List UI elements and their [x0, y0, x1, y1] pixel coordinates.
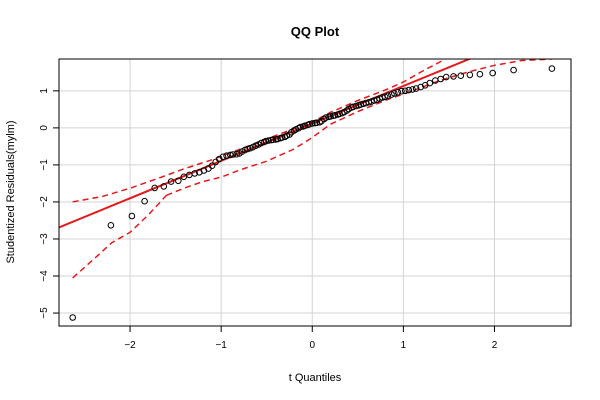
chart-title: QQ Plot — [291, 24, 340, 39]
data-point-85 — [391, 90, 398, 97]
data-point-100 — [466, 71, 474, 79]
data-point-19 — [227, 151, 234, 159]
data-point-104 — [548, 65, 556, 72]
data-point-47 — [297, 123, 304, 131]
data-point-88 — [401, 87, 409, 95]
confidence-band — [72, 59, 552, 279]
data-point-60 — [327, 113, 334, 120]
band-upper — [72, 59, 448, 203]
data-point-37 — [274, 135, 281, 143]
band-lower-tail — [72, 194, 168, 279]
data-point-1 — [107, 222, 115, 229]
data-point-54 — [313, 119, 321, 126]
x-tick-label-0: −2 — [124, 340, 136, 351]
y-tick-label-2: −3 — [39, 233, 50, 245]
data-point-90 — [409, 86, 416, 93]
x-axis: −2 −1 0 1 2 — [124, 326, 498, 351]
data-point-2 — [128, 212, 136, 220]
data-point-91 — [412, 85, 420, 92]
data-point-98 — [450, 73, 457, 80]
data-point-6 — [167, 178, 175, 185]
x-tick-label-3: 1 — [401, 340, 407, 351]
grid — [59, 59, 571, 326]
y-tick-label-6: 1 — [39, 88, 50, 94]
data-point-21 — [233, 150, 240, 158]
data-point-18 — [223, 152, 230, 159]
data-point-103 — [510, 66, 517, 74]
data-point-8 — [180, 173, 188, 181]
data-point-33 — [265, 137, 272, 144]
data-point-52 — [309, 120, 316, 127]
data-point-3 — [141, 197, 148, 205]
data-point-67 — [343, 107, 351, 114]
data-point-58 — [322, 114, 330, 121]
data-point-5 — [160, 183, 168, 190]
data-point-17 — [219, 153, 227, 161]
data-point-87 — [398, 87, 405, 95]
data-point-78 — [370, 97, 378, 104]
data-point-71 — [352, 102, 360, 110]
data-point-96 — [437, 75, 445, 83]
data-point-0 — [69, 314, 76, 321]
x-tick-label-4: 2 — [492, 340, 498, 351]
y-tick-label-1: −4 — [39, 270, 50, 282]
data-point-89 — [405, 86, 413, 94]
x-axis-label: t Quantiles — [289, 372, 342, 384]
y-axis: −5 −4 −3 −2 −1 0 1 — [39, 88, 59, 319]
y-axis-label: Studentized Residuals(mylm) — [5, 120, 17, 263]
plot-frame — [58, 58, 572, 327]
data-point-86 — [394, 89, 402, 96]
data-point-101 — [476, 70, 484, 78]
data-point-20 — [229, 151, 237, 158]
data-point-49 — [301, 122, 309, 129]
y-tick-label-3: −2 — [39, 196, 50, 208]
y-tick-label-5: 0 — [39, 125, 50, 131]
x-tick-label-2: 0 — [309, 340, 315, 351]
data-point-10 — [191, 170, 198, 177]
data-point-94 — [426, 79, 434, 87]
data-point-14 — [208, 162, 216, 169]
data-point-102 — [489, 69, 497, 77]
data-point-7 — [175, 177, 182, 185]
x-tick-label-1: −1 — [215, 340, 227, 351]
y-tick-label-0: −5 — [39, 307, 50, 319]
data-point-99 — [457, 72, 465, 79]
data-point-35 — [269, 136, 277, 143]
data-point-83 — [384, 92, 392, 99]
data-point-62 — [331, 112, 339, 119]
band-lower — [166, 59, 552, 196]
data-point-4 — [151, 184, 158, 192]
data-points — [69, 65, 556, 321]
data-point-97 — [442, 73, 450, 81]
y-tick-label-4: −1 — [39, 159, 50, 171]
